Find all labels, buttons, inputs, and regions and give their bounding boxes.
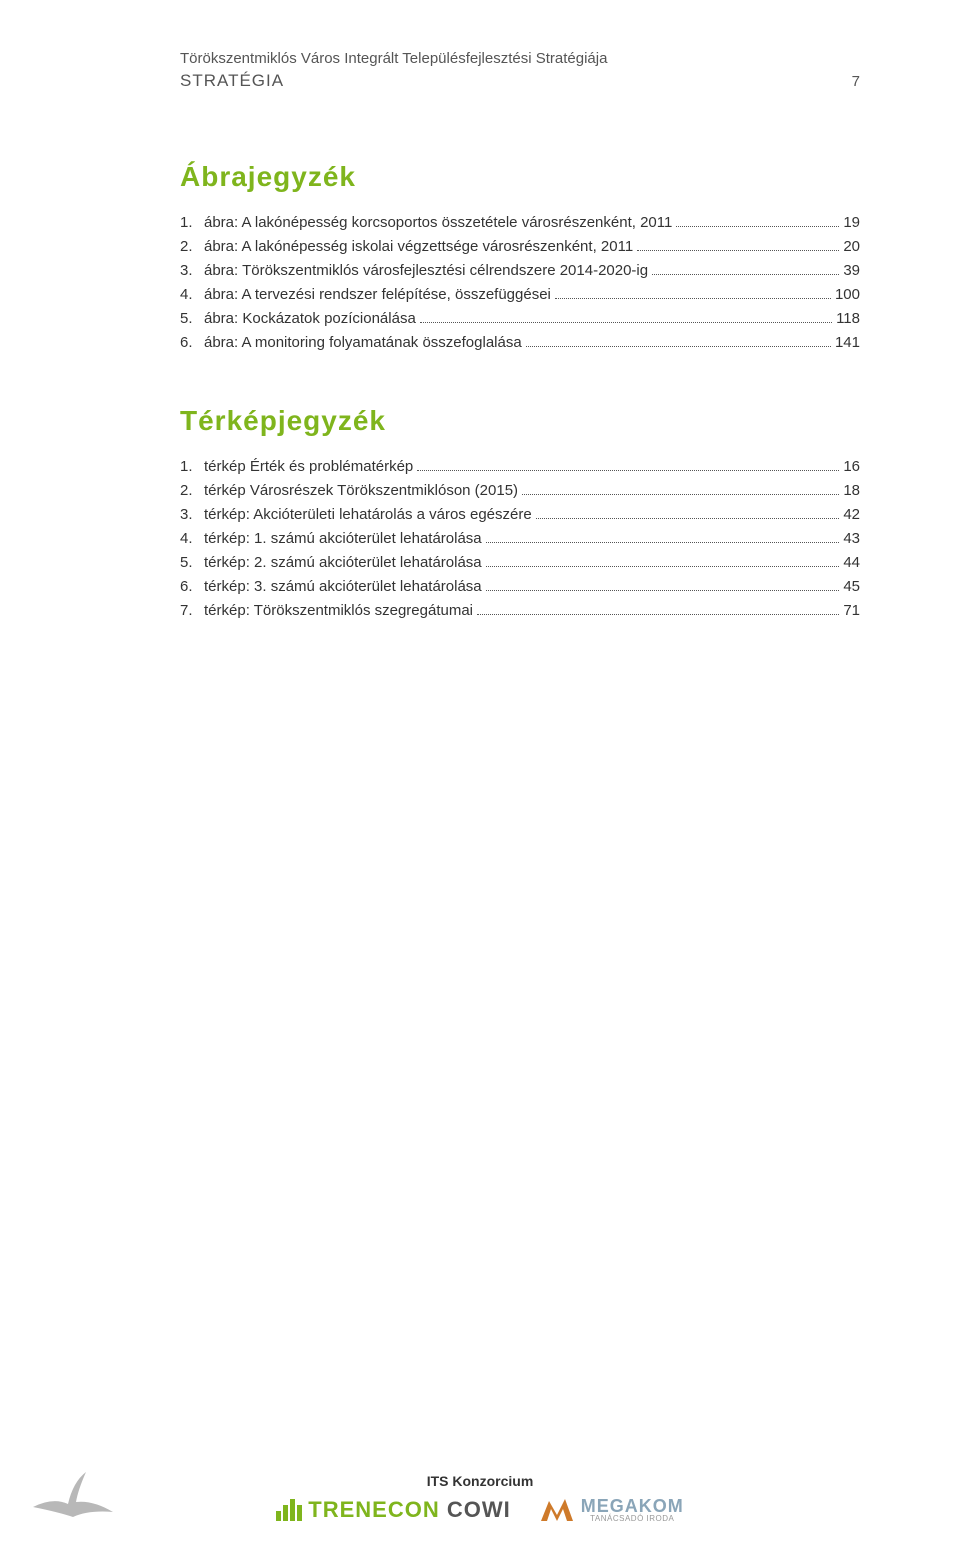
toc-text: ábra: Kockázatok pozícionálása [204,307,416,331]
toc-leader [536,518,840,519]
megakom-sub: TANÁCSADÓ IRODA [581,1515,684,1523]
toc-number: 5. [180,307,204,331]
toc-page: 42 [843,503,860,527]
toc-leader [652,274,839,275]
toc-item: 4. térkép: 1. számú akcióterület lehatár… [180,527,860,551]
toc-text: ábra: A tervezési rendszer felépítése, ö… [204,283,551,307]
heading-terkepjegyzek: Térképjegyzék [180,405,860,437]
footer: ITS Konzorcium TRENECON COWI MEGAKOM TAN… [0,1473,960,1525]
toc-leader [555,298,831,299]
trenecon-logo: TRENECON COWI [276,1497,510,1523]
heading-abrajegyzek: Ábrajegyzék [180,161,860,193]
megakom-shape-icon [539,1495,575,1525]
footer-logos: TRENECON COWI MEGAKOM TANÁCSADÓ IRODA [0,1495,960,1525]
toc-page: 141 [835,331,860,355]
toc-page: 44 [843,551,860,575]
toc-item: 6. ábra: A monitoring folyamatának össze… [180,331,860,355]
toc-page: 43 [843,527,860,551]
toc-page: 19 [843,211,860,235]
trenecon-bars-icon [276,1499,302,1521]
page-container: Törökszentmiklós Város Integrált Települ… [0,0,960,723]
toc-leader [486,542,840,543]
toc-item: 1. ábra: A lakónépesség korcsoportos öss… [180,211,860,235]
toc-number: 2. [180,235,204,259]
toc-number: 2. [180,479,204,503]
toc-page: 100 [835,283,860,307]
page-number: 7 [852,73,860,90]
toc-item: 1. térkép Érték és problématérkép 16 [180,455,860,479]
toc-leader [522,494,839,495]
cowi-name: COWI [447,1497,511,1522]
toc-leader [486,590,840,591]
toc-leader [637,250,839,251]
toc-number: 3. [180,503,204,527]
megakom-text: MEGAKOM TANÁCSADÓ IRODA [581,1497,684,1523]
toc-leader [417,470,839,471]
megakom-logo: MEGAKOM TANÁCSADÓ IRODA [539,1495,684,1525]
toc-item: 3. térkép: Akcióterületi lehatárolás a v… [180,503,860,527]
toc-text: térkép: Akcióterületi lehatárolás a váro… [204,503,532,527]
document-title: Törökszentmiklós Város Integrált Települ… [180,50,860,67]
toc-text: térkép: 1. számú akcióterület lehatárolá… [204,527,482,551]
toc-number: 1. [180,211,204,235]
toc-list-maps: 1. térkép Érték és problématérkép 16 2. … [180,455,860,623]
megakom-main: MEGAKOM [581,1497,684,1515]
toc-text: térkép Érték és problématérkép [204,455,413,479]
toc-page: 20 [843,235,860,259]
toc-item: 3. ábra: Törökszentmiklós városfejleszté… [180,259,860,283]
toc-text: ábra: A lakónépesség iskolai végzettsége… [204,235,633,259]
toc-item: 5. térkép: 2. számú akcióterület lehatár… [180,551,860,575]
toc-item: 4. ábra: A tervezési rendszer felépítése… [180,283,860,307]
toc-leader [526,346,831,347]
toc-page: 71 [843,599,860,623]
trenecon-name: TRENECON [308,1497,439,1522]
toc-text: ábra: A monitoring folyamatának összefog… [204,331,522,355]
toc-text: térkép: 2. számú akcióterület lehatárolá… [204,551,482,575]
toc-leader [477,614,839,615]
consortium-label: ITS Konzorcium [0,1473,960,1489]
toc-text: ábra: A lakónépesség korcsoportos összet… [204,211,672,235]
toc-text: térkép Városrészek Törökszentmiklóson (2… [204,479,518,503]
toc-list-figures: 1. ábra: A lakónépesség korcsoportos öss… [180,211,860,355]
toc-number: 6. [180,575,204,599]
toc-item: 7. térkép: Törökszentmiklós szegregátuma… [180,599,860,623]
toc-text: térkép: 3. számú akcióterület lehatárolá… [204,575,482,599]
section-label: STRATÉGIA [180,71,284,91]
toc-page: 16 [843,455,860,479]
toc-page: 45 [843,575,860,599]
toc-leader [486,566,840,567]
toc-number: 7. [180,599,204,623]
toc-number: 4. [180,283,204,307]
toc-page: 39 [843,259,860,283]
toc-item: 2. ábra: A lakónépesség iskolai végzetts… [180,235,860,259]
toc-text: térkép: Törökszentmiklós szegregátumai [204,599,473,623]
toc-text: ábra: Törökszentmiklós városfejlesztési … [204,259,648,283]
toc-leader [676,226,839,227]
toc-page: 18 [843,479,860,503]
header-row: STRATÉGIA 7 [180,71,860,91]
toc-page: 118 [836,307,860,331]
toc-item: 6. térkép: 3. számú akcióterület lehatár… [180,575,860,599]
toc-number: 6. [180,331,204,355]
trenecon-text: TRENECON COWI [308,1497,510,1523]
toc-number: 3. [180,259,204,283]
toc-number: 5. [180,551,204,575]
toc-item: 2. térkép Városrészek Törökszentmiklóson… [180,479,860,503]
toc-leader [420,322,832,323]
toc-number: 1. [180,455,204,479]
toc-number: 4. [180,527,204,551]
toc-item: 5. ábra: Kockázatok pozícionálása 118 [180,307,860,331]
